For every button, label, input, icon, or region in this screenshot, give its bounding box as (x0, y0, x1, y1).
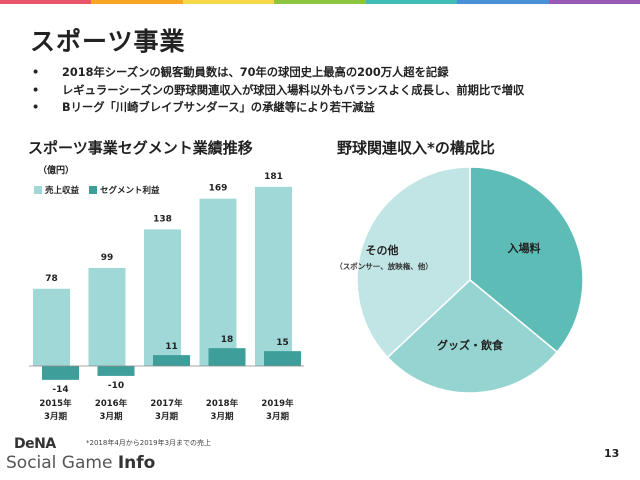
legend-item-revenue: 売上収益 (34, 184, 79, 196)
x-tick-label: 3月期 (44, 411, 67, 422)
revenue-data-label: 99 (101, 253, 114, 263)
pie-chart-title: 野球関連収入*の構成比 (337, 139, 495, 157)
bullet-list: • 2018年シーズンの観客動員数は、70年の球団史上最高の200万人超を記録 •… (32, 64, 524, 117)
profit-bar (208, 348, 246, 366)
bullet-marker: • (32, 66, 40, 79)
dena-logo: DeNA (14, 436, 56, 452)
profit-data-label: 15 (276, 338, 289, 348)
legend-swatch-revenue (34, 186, 42, 194)
bar-chart-title: スポーツ事業セグメント業績推移 (28, 139, 253, 157)
profit-data-label: 18 (221, 335, 234, 345)
watermark-text: Social Game (6, 453, 118, 473)
profit-bar (264, 351, 301, 366)
bullet-text: Bリーグ「川崎ブレイブサンダース」の承継等により若干減益 (62, 101, 375, 114)
bullet-marker: • (32, 101, 40, 114)
revenue-data-label: 138 (153, 214, 172, 224)
bullet-item: • 2018年シーズンの観客動員数は、70年の球団史上最高の200万人超を記録 (32, 64, 524, 82)
bullet-text: レギュラーシーズンの野球関連収入が球団入場料以外もバランスよく成長し、前期比で増… (62, 83, 525, 97)
pie-slice-label: グッズ・飲食 (437, 338, 504, 352)
revenue-bar (33, 288, 70, 366)
x-tick-label: 3月期 (155, 411, 178, 422)
bullet-text: 2018年シーズンの観客動員数は、70年の球団史上最高の200万人超を記録 (62, 66, 449, 79)
legend-item-profit: セグメント利益 (89, 184, 160, 196)
x-tick-label: 2019年 (261, 398, 294, 409)
x-tick-label: 3月期 (100, 411, 123, 422)
bar-chart-legend: 売上収益 セグメント利益 (34, 184, 160, 196)
profit-bar (97, 366, 135, 376)
legend-label-profit: セグメント利益 (100, 186, 160, 196)
bullet-item: • Bリーグ「川崎ブレイブサンダース」の承継等により若干減益 (32, 99, 524, 117)
top-color-stripe (0, 0, 640, 4)
legend-label-revenue: 売上収益 (45, 186, 80, 196)
x-tick-label: 2015年 (39, 398, 72, 409)
profit-bar (153, 355, 190, 366)
profit-data-label: 11 (165, 342, 178, 352)
pie-slice (356, 166, 471, 359)
revenue-bar (144, 229, 181, 366)
stripe-segment (548, 0, 640, 4)
x-tick-label: 2017年 (150, 398, 183, 409)
profit-data-label: -10 (108, 381, 124, 391)
pie-slice (469, 166, 584, 354)
pie-slice-label: その他 (366, 243, 399, 257)
revenue-data-label: 181 (264, 172, 283, 182)
stripe-segment (274, 0, 366, 4)
revenue-data-label: 78 (45, 274, 58, 284)
legend-swatch-profit (89, 186, 98, 194)
stripe-segment (457, 0, 549, 4)
revenue-bar (199, 198, 237, 366)
stripe-segment (182, 0, 275, 4)
watermark-text-bold: Info (117, 453, 156, 473)
watermark-logo: Social Game Info (6, 453, 155, 473)
x-tick-label: 2018年 (206, 398, 239, 409)
stripe-segment (0, 0, 92, 4)
slide-title: スポーツ事業 (30, 27, 186, 56)
x-tick-label: 3月期 (266, 411, 289, 422)
pie-slice-label: 入場料 (508, 241, 541, 255)
pie-slice-sublabel: （スポンサー、放映権、他） (335, 261, 432, 271)
page-number: 13 (604, 447, 620, 460)
x-tick-label: 3月期 (211, 411, 234, 422)
stripe-segment (91, 0, 183, 4)
bullet-marker: • (32, 83, 40, 97)
profit-bar (42, 366, 79, 380)
profit-data-label: -14 (52, 385, 68, 395)
revenue-bar (88, 267, 126, 366)
bar-chart-unit: （億円） (38, 166, 75, 176)
revenue-bar (255, 186, 292, 366)
pie-slice (386, 279, 559, 394)
stripe-segment (365, 0, 458, 4)
revenue-data-label: 169 (209, 184, 228, 194)
bullet-item: • レギュラーシーズンの野球関連収入が球団入場料以外もバランスよく成長し、前期比で… (32, 82, 524, 100)
footnote: *2018年4月から2019年3月までの売上 (86, 439, 212, 447)
x-tick-label: 2016年 (95, 398, 128, 409)
